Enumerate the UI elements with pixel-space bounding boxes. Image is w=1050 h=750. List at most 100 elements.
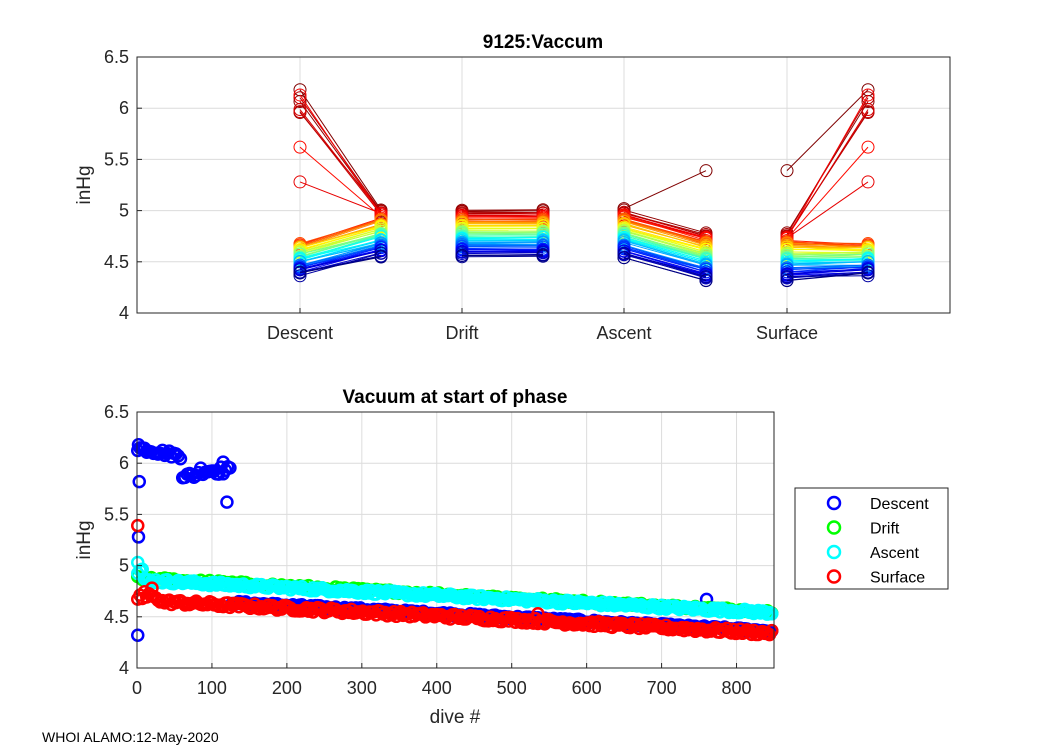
top-dive-segment bbox=[623, 234, 707, 260]
top-x-tick-label-ascent: Ascent bbox=[596, 323, 651, 343]
top-x-tick-label-surface: Surface bbox=[756, 323, 818, 343]
top-dive-segment bbox=[623, 238, 707, 263]
top-dive-segment bbox=[461, 241, 544, 243]
bottom-x-axis-label: dive # bbox=[430, 707, 481, 728]
top-dive-segment bbox=[299, 226, 382, 250]
bottom-x-ticks: 0 100 200 300 400 500 600 700 800 bbox=[132, 663, 752, 698]
surface-point bbox=[765, 623, 779, 638]
bottom-y-tick-label: 5.5 bbox=[104, 504, 129, 524]
top-dive-segment bbox=[623, 223, 707, 248]
legend-box bbox=[794, 487, 949, 590]
top-x-ticks: Descent Drift Ascent Surface bbox=[267, 308, 818, 343]
bottom-x-tick-label: 800 bbox=[722, 678, 752, 698]
top-dive-segment bbox=[461, 243, 544, 245]
descent-point bbox=[131, 530, 146, 544]
top-dive-segment bbox=[299, 246, 382, 266]
top-dive-segment bbox=[299, 233, 382, 258]
top-dive-segment bbox=[299, 111, 382, 215]
top-dive-segment bbox=[461, 212, 544, 215]
top-x-tick-label-descent: Descent bbox=[267, 323, 333, 343]
top-dive-segment bbox=[786, 242, 869, 245]
descent-point bbox=[220, 495, 234, 509]
top-dive-marker bbox=[293, 266, 307, 280]
top-dive-segment bbox=[623, 246, 707, 273]
top-dive-marker bbox=[293, 103, 307, 117]
bottom-x-tick-label: 700 bbox=[647, 678, 677, 698]
top-dive-segment bbox=[299, 94, 382, 216]
legend-label-ascent: Ascent bbox=[870, 545, 919, 562]
top-chart-title: 9125:Vaccum bbox=[483, 32, 603, 53]
top-dive-segment bbox=[623, 214, 707, 239]
top-dive-segment bbox=[461, 243, 544, 246]
top-dive-segment bbox=[623, 254, 707, 278]
legend-label-drift: Drift bbox=[870, 521, 900, 538]
legend-marker-ascent bbox=[826, 544, 842, 560]
top-dive-segment bbox=[786, 258, 869, 262]
top-dive-segment bbox=[623, 257, 707, 282]
bottom-x-tick-label: 500 bbox=[497, 678, 527, 698]
top-dive-segment bbox=[786, 272, 869, 282]
top-dive-segment bbox=[299, 181, 382, 214]
top-dive-marker bbox=[861, 103, 875, 117]
legend-label-surface: Surface bbox=[870, 570, 925, 587]
top-dive-segment bbox=[299, 250, 382, 271]
ascent-point bbox=[765, 607, 779, 621]
top-y-ticks: 4 4.5 5 5.5 6 6.5 bbox=[104, 47, 142, 323]
top-dive-segment bbox=[786, 260, 869, 265]
top-dive-segment bbox=[299, 236, 382, 259]
top-dive-marker bbox=[780, 269, 794, 283]
top-dive-segment bbox=[623, 240, 707, 265]
surface-point bbox=[145, 581, 159, 595]
bottom-y-axis-label: inHg bbox=[74, 520, 95, 559]
top-dive-segment bbox=[461, 222, 544, 224]
top-dive-segment bbox=[461, 231, 544, 233]
top-dive-segment bbox=[786, 241, 869, 247]
top-dive-segment bbox=[299, 225, 382, 249]
top-dive-marker bbox=[861, 175, 875, 189]
top-dive-segment bbox=[623, 252, 707, 277]
ascent-point bbox=[130, 555, 145, 570]
top-dive-segment bbox=[623, 242, 707, 266]
top-dive-segment bbox=[623, 248, 707, 273]
top-dive-marker bbox=[861, 140, 875, 154]
top-dive-segment bbox=[786, 109, 869, 238]
top-dive-marker bbox=[293, 140, 307, 154]
top-dive-segment bbox=[786, 253, 869, 258]
top-dive-segment bbox=[299, 219, 382, 247]
top-dive-segment bbox=[461, 227, 544, 230]
bottom-y-tick-label: 6.5 bbox=[104, 402, 129, 422]
top-y-tick-label: 4 bbox=[119, 303, 129, 323]
descent-point bbox=[173, 451, 188, 466]
top-y-tick-label: 5.5 bbox=[104, 149, 129, 169]
top-dive-segment bbox=[299, 228, 382, 253]
top-dive-segment bbox=[786, 267, 869, 275]
bottom-x-tick-label: 600 bbox=[572, 678, 602, 698]
top-dive-marker bbox=[699, 269, 713, 283]
bottom-x-tick-label: 300 bbox=[347, 678, 377, 698]
top-dive-segment bbox=[461, 211, 544, 214]
surface-point bbox=[531, 606, 545, 621]
top-dive-segment bbox=[299, 256, 382, 274]
bottom-x-tick-label: 100 bbox=[197, 678, 227, 698]
descent-point bbox=[132, 474, 146, 489]
descent-point bbox=[131, 438, 146, 452]
top-dive-segment bbox=[786, 181, 869, 239]
top-dive-lines bbox=[293, 83, 875, 288]
bottom-scatter-points bbox=[130, 438, 779, 642]
top-dive-marker bbox=[293, 175, 307, 189]
bottom-y-tick-label: 4 bbox=[119, 658, 129, 678]
footer-text: WHOI ALAMO:12-May-2020 bbox=[42, 729, 219, 745]
top-y-axis-label: inHg bbox=[74, 165, 95, 204]
top-dive-marker bbox=[293, 269, 307, 283]
top-dive-segment bbox=[461, 223, 544, 225]
top-dive-segment bbox=[623, 250, 707, 275]
top-dive-marker bbox=[536, 248, 550, 262]
top-dive-segment bbox=[299, 255, 382, 273]
legend-marker-descent bbox=[826, 495, 842, 511]
top-dive-segment bbox=[623, 232, 707, 258]
top-dive-segment bbox=[461, 218, 544, 221]
bottom-chart-title: Vacuum at start of phase bbox=[343, 387, 568, 408]
top-dive-segment bbox=[299, 231, 382, 253]
bottom-y-tick-label: 6 bbox=[119, 453, 129, 473]
